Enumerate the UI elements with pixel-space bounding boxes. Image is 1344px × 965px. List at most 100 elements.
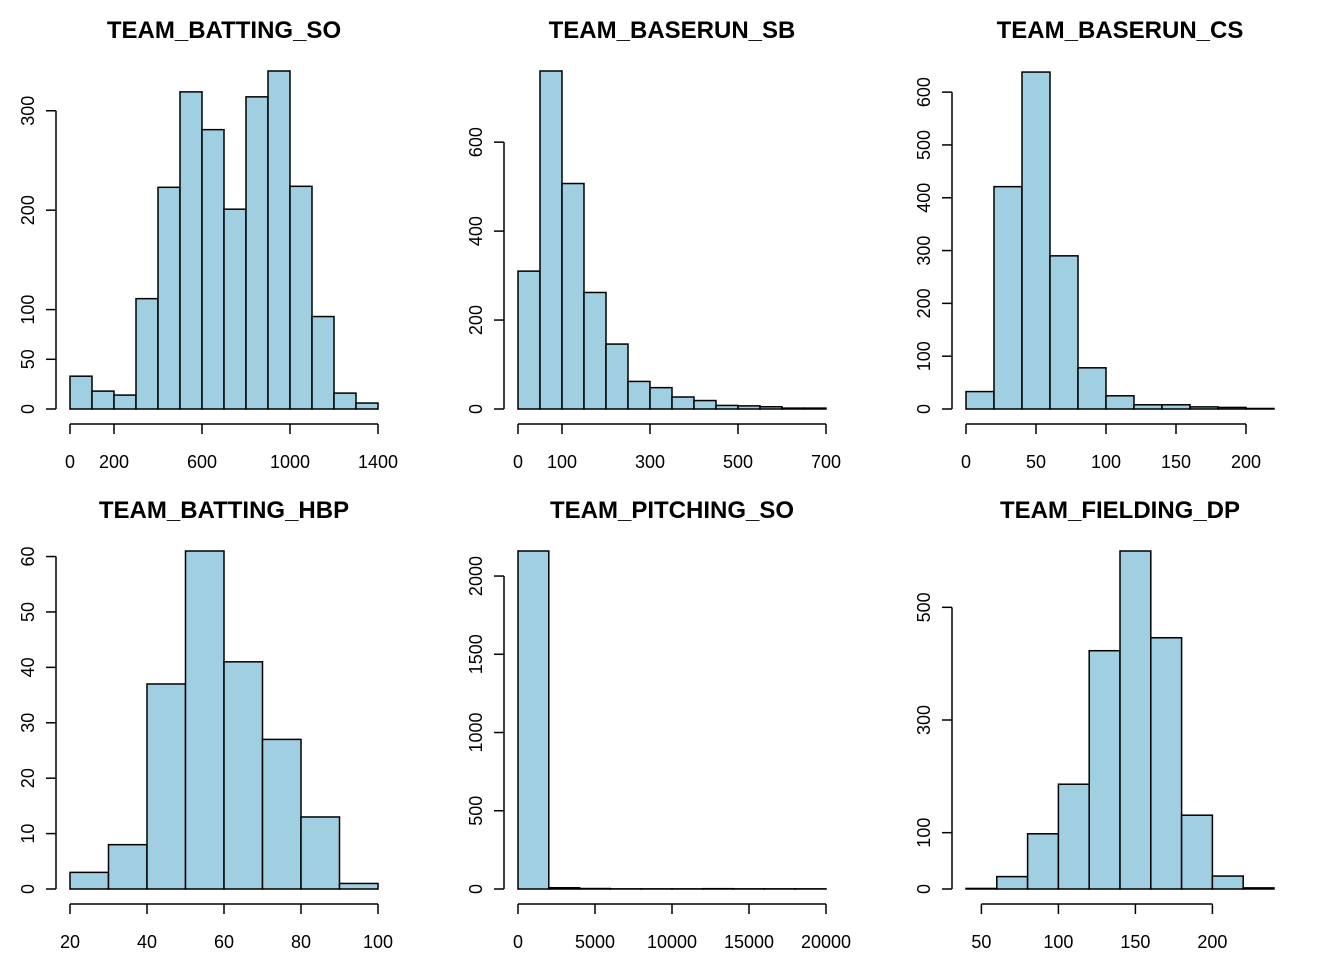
histogram-bar <box>1028 834 1059 889</box>
y-tick-label: 300 <box>18 96 38 126</box>
histogram-bar <box>334 393 356 409</box>
x-tick-label: 100 <box>1091 452 1121 472</box>
histogram-bar <box>70 376 92 409</box>
histogram-bar <box>356 403 378 409</box>
histogram-bar <box>1134 405 1162 409</box>
y-tick-label: 2000 <box>466 556 486 596</box>
x-tick-label: 700 <box>811 452 841 472</box>
histogram-bar <box>997 877 1028 889</box>
y-tick-label: 200 <box>18 195 38 225</box>
histogram-bar <box>114 395 136 409</box>
x-tick-label: 200 <box>1197 932 1227 952</box>
y-tick-label: 20 <box>18 768 38 788</box>
y-tick-label: 40 <box>18 657 38 677</box>
y-tick-label: 500 <box>914 130 934 160</box>
x-tick-label: 20 <box>60 932 80 952</box>
y-tick-label: 500 <box>914 592 934 622</box>
y-tick-label: 400 <box>914 183 934 213</box>
x-tick-label: 500 <box>723 452 753 472</box>
histogram-bar <box>584 292 606 409</box>
y-tick-label: 50 <box>18 602 38 622</box>
histogram-bar <box>672 397 694 409</box>
histogram-bar <box>1151 638 1182 889</box>
histogram-bar <box>180 92 202 409</box>
histogram-bar <box>1089 651 1120 889</box>
histogram-bar <box>540 71 562 409</box>
histogram-bar <box>92 391 114 409</box>
histogram-bar <box>312 317 334 409</box>
histogram-bar <box>518 271 540 409</box>
x-tick-label: 60 <box>214 932 234 952</box>
y-tick-label: 100 <box>914 818 934 848</box>
x-tick-label: 50 <box>971 932 991 952</box>
y-tick-label: 0 <box>18 404 38 414</box>
chart-title: TEAM_BASERUN_SB <box>549 17 796 44</box>
histogram-bar <box>549 888 580 889</box>
histogram-bar <box>1218 407 1246 409</box>
x-tick-label: 100 <box>1043 932 1073 952</box>
histogram-bar <box>109 845 148 889</box>
histogram-bar <box>70 872 109 889</box>
y-tick-label: 30 <box>18 713 38 733</box>
histogram-bar <box>340 883 379 889</box>
y-tick-label: 0 <box>914 404 934 414</box>
y-tick-label: 600 <box>466 127 486 157</box>
histogram-bar <box>202 130 224 409</box>
histogram-bar <box>1058 784 1089 889</box>
y-tick-label: 100 <box>18 295 38 325</box>
chart-title: TEAM_FIELDING_DP <box>1000 497 1240 524</box>
x-tick-label: 0 <box>65 452 75 472</box>
histogram-bar <box>290 186 312 409</box>
x-tick-label: 200 <box>1231 452 1261 472</box>
histogram-bar <box>1106 396 1134 409</box>
y-tick-label: 0 <box>466 404 486 414</box>
histogram-bar <box>804 408 826 409</box>
chart-title: TEAM_BATTING_SO <box>107 17 341 44</box>
histogram-bar <box>158 187 180 409</box>
histogram-bar <box>1243 888 1274 889</box>
histogram-bar <box>966 392 994 409</box>
histogram-bar <box>1120 551 1151 889</box>
histogram-bar <box>628 381 650 409</box>
x-tick-label: 200 <box>99 452 129 472</box>
x-tick-label: 1000 <box>270 452 310 472</box>
histogram-bar <box>760 407 782 409</box>
histogram-bar <box>966 888 997 889</box>
x-tick-label: 5000 <box>575 932 615 952</box>
histogram-bar <box>1078 368 1106 409</box>
y-tick-label: 200 <box>914 288 934 318</box>
chart-title: TEAM_BASERUN_CS <box>997 17 1244 44</box>
histogram-bar <box>1050 256 1078 409</box>
histogram-bar <box>224 662 263 889</box>
y-tick-label: 0 <box>466 884 486 894</box>
y-tick-label: 0 <box>18 884 38 894</box>
histogram-bar <box>268 71 290 409</box>
y-tick-label: 60 <box>18 547 38 567</box>
x-tick-label: 300 <box>635 452 665 472</box>
histogram-bar <box>301 817 340 889</box>
histogram-bar <box>1190 407 1218 409</box>
histogram-bar <box>246 97 268 409</box>
y-tick-label: 400 <box>466 216 486 246</box>
x-tick-label: 80 <box>291 932 311 952</box>
histogram-bar <box>562 184 584 409</box>
x-tick-label: 100 <box>547 452 577 472</box>
histogram-bar <box>994 187 1022 409</box>
y-tick-label: 0 <box>914 884 934 894</box>
x-tick-label: 0 <box>513 932 523 952</box>
histogram-bar <box>136 299 158 409</box>
histogram-bar <box>606 344 628 409</box>
histogram-bar <box>694 401 716 409</box>
histogram-bar <box>263 739 302 889</box>
chart-title: TEAM_PITCHING_SO <box>550 497 794 524</box>
x-tick-label: 0 <box>961 452 971 472</box>
x-tick-label: 100 <box>363 932 393 952</box>
x-tick-label: 15000 <box>724 932 774 952</box>
